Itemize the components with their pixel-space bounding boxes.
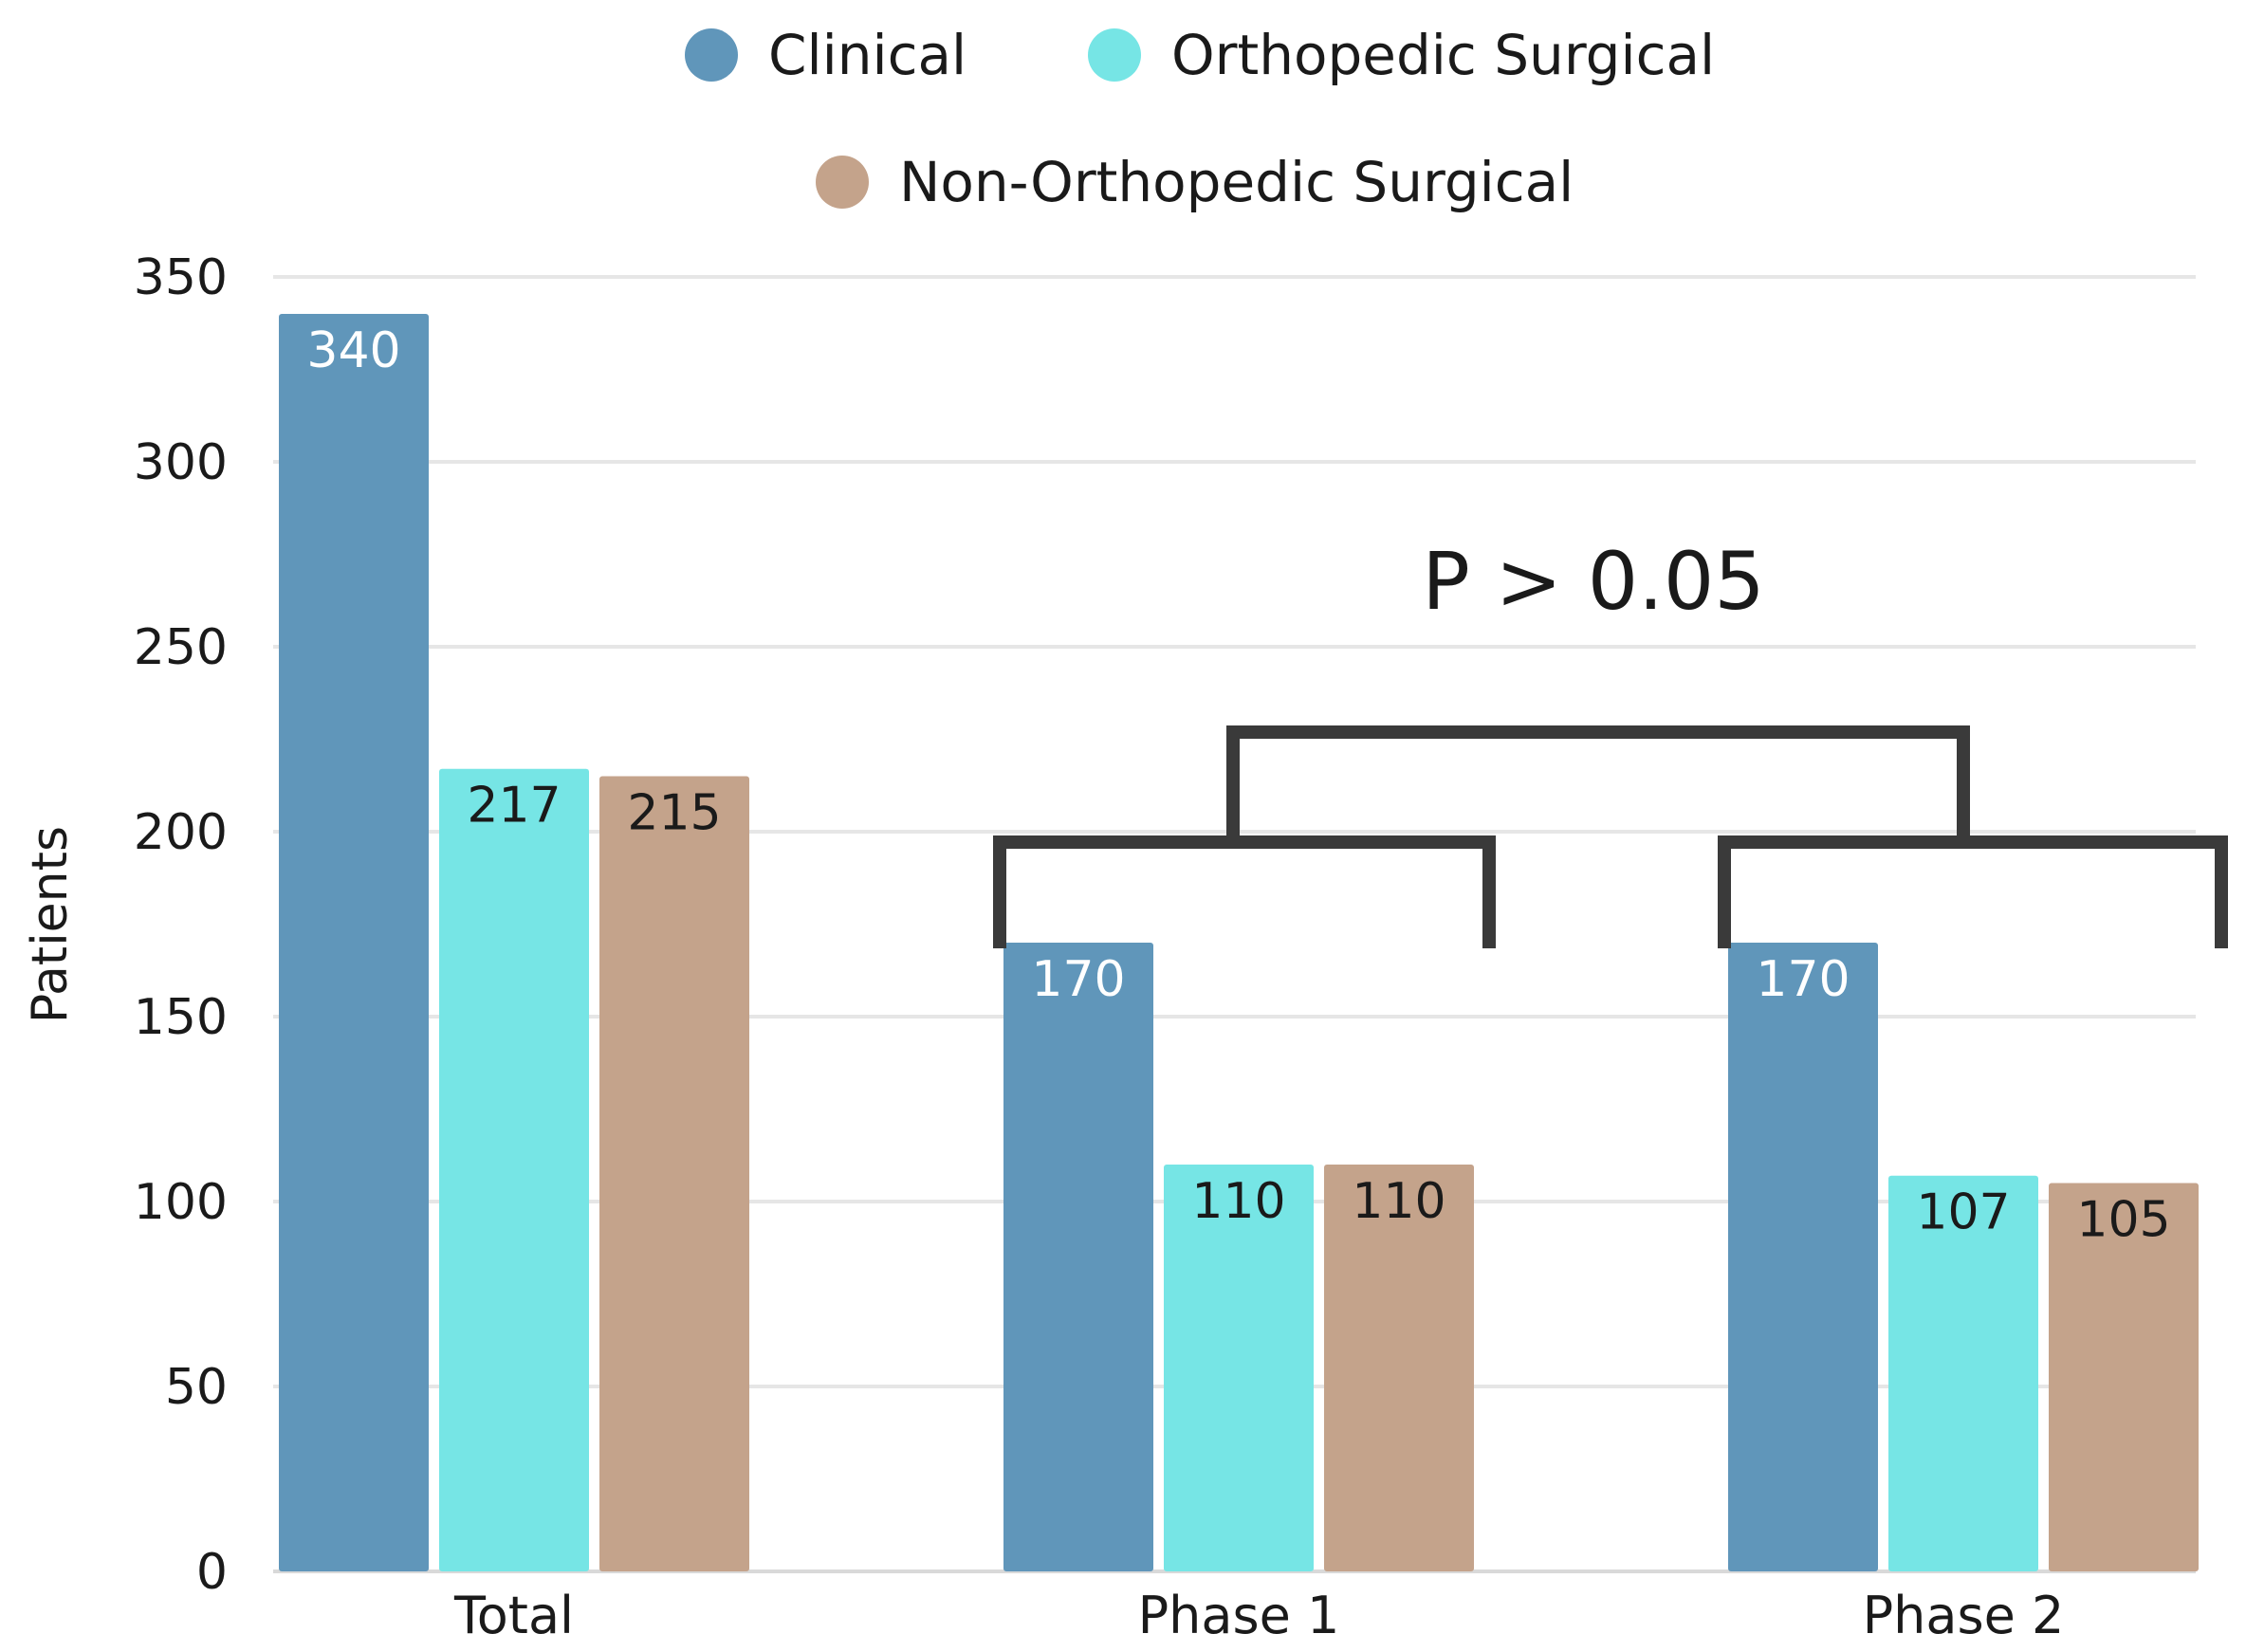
x-category-label: Phase 2 [1863,1586,2065,1645]
y-tick-label: 200 [134,804,228,861]
bar-value-label: 215 [627,785,721,842]
bar-value-label: 110 [1352,1173,1445,1230]
bar-clinical-total [279,314,429,1571]
x-category-label: Phase 1 [1138,1586,1340,1645]
legend-label: Non-Orthopedic Surgical [899,150,1574,214]
y-tick-label: 300 [134,434,228,491]
significance-bracket-top [1226,725,1970,842]
y-tick-label: 100 [134,1174,228,1231]
bar-value-label: 340 [306,322,400,379]
bar-orthopedic-surgical-phase-1 [1164,1165,1314,1571]
bar-value-label: 105 [2076,1192,2170,1249]
y-tick-label: 50 [165,1359,228,1416]
bar-non-orthopedic-surgical-phase-1 [1324,1165,1474,1571]
y-tick-label: 0 [196,1544,228,1601]
legend-marker [816,156,869,209]
y-tick-label: 350 [134,249,228,306]
legend-marker [1088,28,1141,82]
bar-value-label: 110 [1191,1173,1285,1230]
bar-clinical-phase-1 [1003,943,1153,1571]
bar-clinical-phase-2 [1728,943,1878,1571]
y-tick-label: 150 [134,989,228,1046]
bar-non-orthopedic-surgical-phase-2 [2049,1183,2199,1571]
bar-value-label: 170 [1756,951,1850,1008]
bar-non-orthopedic-surgical-total [599,776,749,1571]
legend-label: Orthopedic Surgical [1171,23,1715,87]
bar-orthopedic-surgical-total [439,768,589,1571]
bar-value-label: 170 [1031,951,1125,1008]
legend-marker [685,28,738,82]
significance-bracket-phase2 [1718,835,2228,948]
significance-bracket-phase1 [993,835,1496,948]
x-category-label: Total [453,1586,574,1645]
bar-orthopedic-surgical-phase-2 [1888,1175,2038,1571]
legend-label: Clinical [768,23,967,87]
bar-value-label: 217 [467,778,561,835]
y-axis-title: Patients [22,826,79,1023]
y-tick-label: 250 [134,619,228,676]
bar-value-label: 107 [1916,1184,2010,1241]
significance-annotation: P > 0.05 [1422,535,1764,628]
